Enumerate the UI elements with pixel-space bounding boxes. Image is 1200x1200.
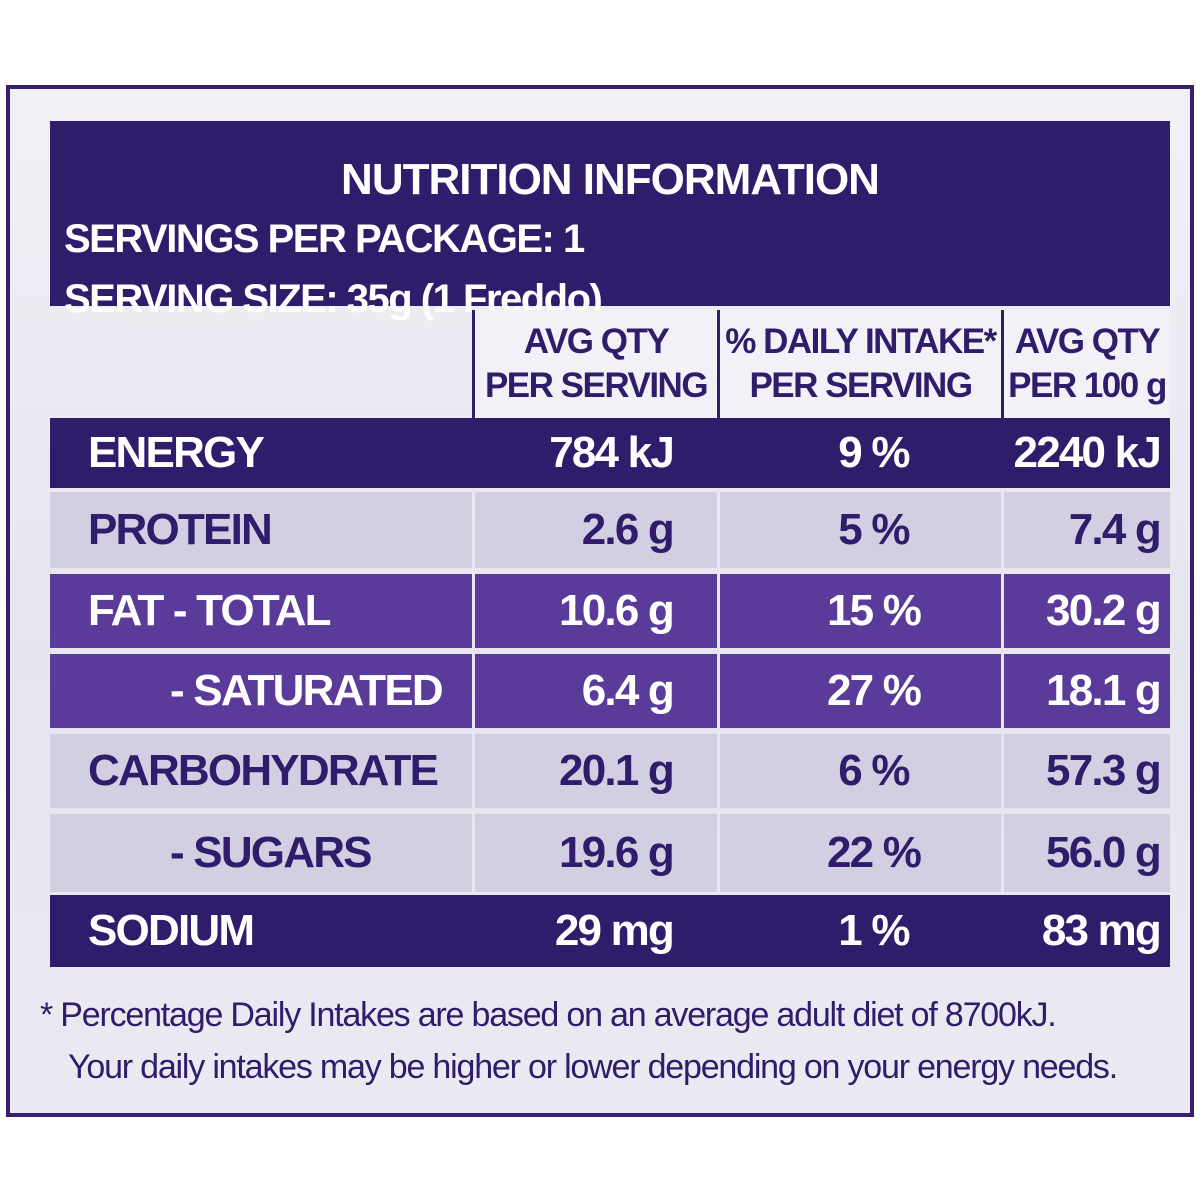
column-header-daily-intake: % DAILY INTAKE* PER SERVING bbox=[720, 310, 1001, 418]
nutrient-label: - SUGARS bbox=[50, 814, 472, 892]
nutrient-label: SODIUM bbox=[88, 906, 255, 955]
column-divider bbox=[1001, 310, 1004, 418]
column-header-line: PER SERVING bbox=[749, 366, 973, 405]
table-row-saturated: - SATURATED 6.4 g 27 % 18.1 g bbox=[50, 654, 1170, 728]
column-header-line: AVG QTY bbox=[523, 322, 670, 361]
nutrient-label: - SATURATED bbox=[50, 654, 472, 728]
value-per-100g: 83 mg bbox=[1041, 906, 1162, 955]
nutrient-label: CARBOHYDRATE bbox=[50, 734, 472, 808]
table-row-energy: ENERGY 784 kJ 9 % 2240 kJ bbox=[50, 418, 1170, 488]
table-row-carbohydrate: CARBOHYDRATE 20.1 g 6 % 57.3 g bbox=[50, 734, 1170, 808]
column-divider bbox=[472, 310, 475, 418]
value-per-serving: 20.1 g bbox=[475, 734, 717, 808]
value-daily-intake: 27 % bbox=[720, 654, 1001, 728]
value-daily-intake: 15 % bbox=[720, 574, 1001, 648]
table-row-sodium: SODIUM 29 mg 1 % 83 mg bbox=[50, 895, 1170, 967]
value-daily-intake: 1 % bbox=[838, 906, 910, 955]
nutrient-label: FAT - TOTAL bbox=[50, 574, 472, 648]
value-per-100g: 18.1 g bbox=[1004, 654, 1170, 728]
table-row-fat-total: FAT - TOTAL 10.6 g 15 % 30.2 g bbox=[50, 574, 1170, 648]
column-header-line: PER 100 g bbox=[1008, 366, 1167, 405]
value-per-serving: 6.4 g bbox=[475, 654, 717, 728]
value-per-100g: 7.4 g bbox=[1004, 492, 1170, 568]
nutrient-label: ENERGY bbox=[88, 428, 265, 477]
column-header-line: % DAILY INTAKE* bbox=[725, 322, 997, 361]
nutrition-panel: NUTRITION INFORMATION SERVINGS PER PACKA… bbox=[6, 85, 1194, 1117]
nutrition-title: NUTRITION INFORMATION bbox=[341, 155, 880, 204]
value-per-100g: 57.3 g bbox=[1004, 734, 1170, 808]
footnote-line-2: Your daily intakes may be higher or lowe… bbox=[68, 1048, 1118, 1086]
column-header-line: AVG QTY bbox=[1014, 322, 1161, 361]
column-header-per-serving: AVG QTY PER SERVING bbox=[475, 310, 717, 418]
value-per-100g: 2240 kJ bbox=[1013, 428, 1162, 477]
table-row-sugars: - SUGARS 19.6 g 22 % 56.0 g bbox=[50, 814, 1170, 892]
value-per-serving: 10.6 g bbox=[475, 574, 717, 648]
footnote-line-1: * Percentage Daily Intakes are based on … bbox=[40, 996, 1057, 1034]
value-per-serving: 784 kJ bbox=[549, 428, 675, 477]
column-divider bbox=[717, 310, 720, 418]
column-header-per-100g: AVG QTY PER 100 g bbox=[1004, 310, 1170, 418]
nutrient-label: PROTEIN bbox=[50, 492, 472, 568]
nutrition-header: NUTRITION INFORMATION SERVINGS PER PACKA… bbox=[50, 121, 1170, 321]
servings-per-package: SERVINGS PER PACKAGE: 1 bbox=[64, 217, 585, 261]
value-per-100g: 56.0 g bbox=[1004, 814, 1170, 892]
table-row-protein: PROTEIN 2.6 g 5 % 7.4 g bbox=[50, 492, 1170, 568]
value-per-serving: 2.6 g bbox=[475, 492, 717, 568]
value-daily-intake: 9 % bbox=[838, 428, 910, 477]
value-per-serving: 29 mg bbox=[554, 906, 675, 955]
footnote: * Percentage Daily Intakes are based on … bbox=[40, 989, 1118, 1093]
value-daily-intake: 5 % bbox=[720, 492, 1001, 568]
value-per-100g: 30.2 g bbox=[1004, 574, 1170, 648]
value-daily-intake: 6 % bbox=[720, 734, 1001, 808]
column-header-line: PER SERVING bbox=[484, 366, 709, 405]
value-daily-intake: 22 % bbox=[720, 814, 1001, 892]
value-per-serving: 19.6 g bbox=[475, 814, 717, 892]
